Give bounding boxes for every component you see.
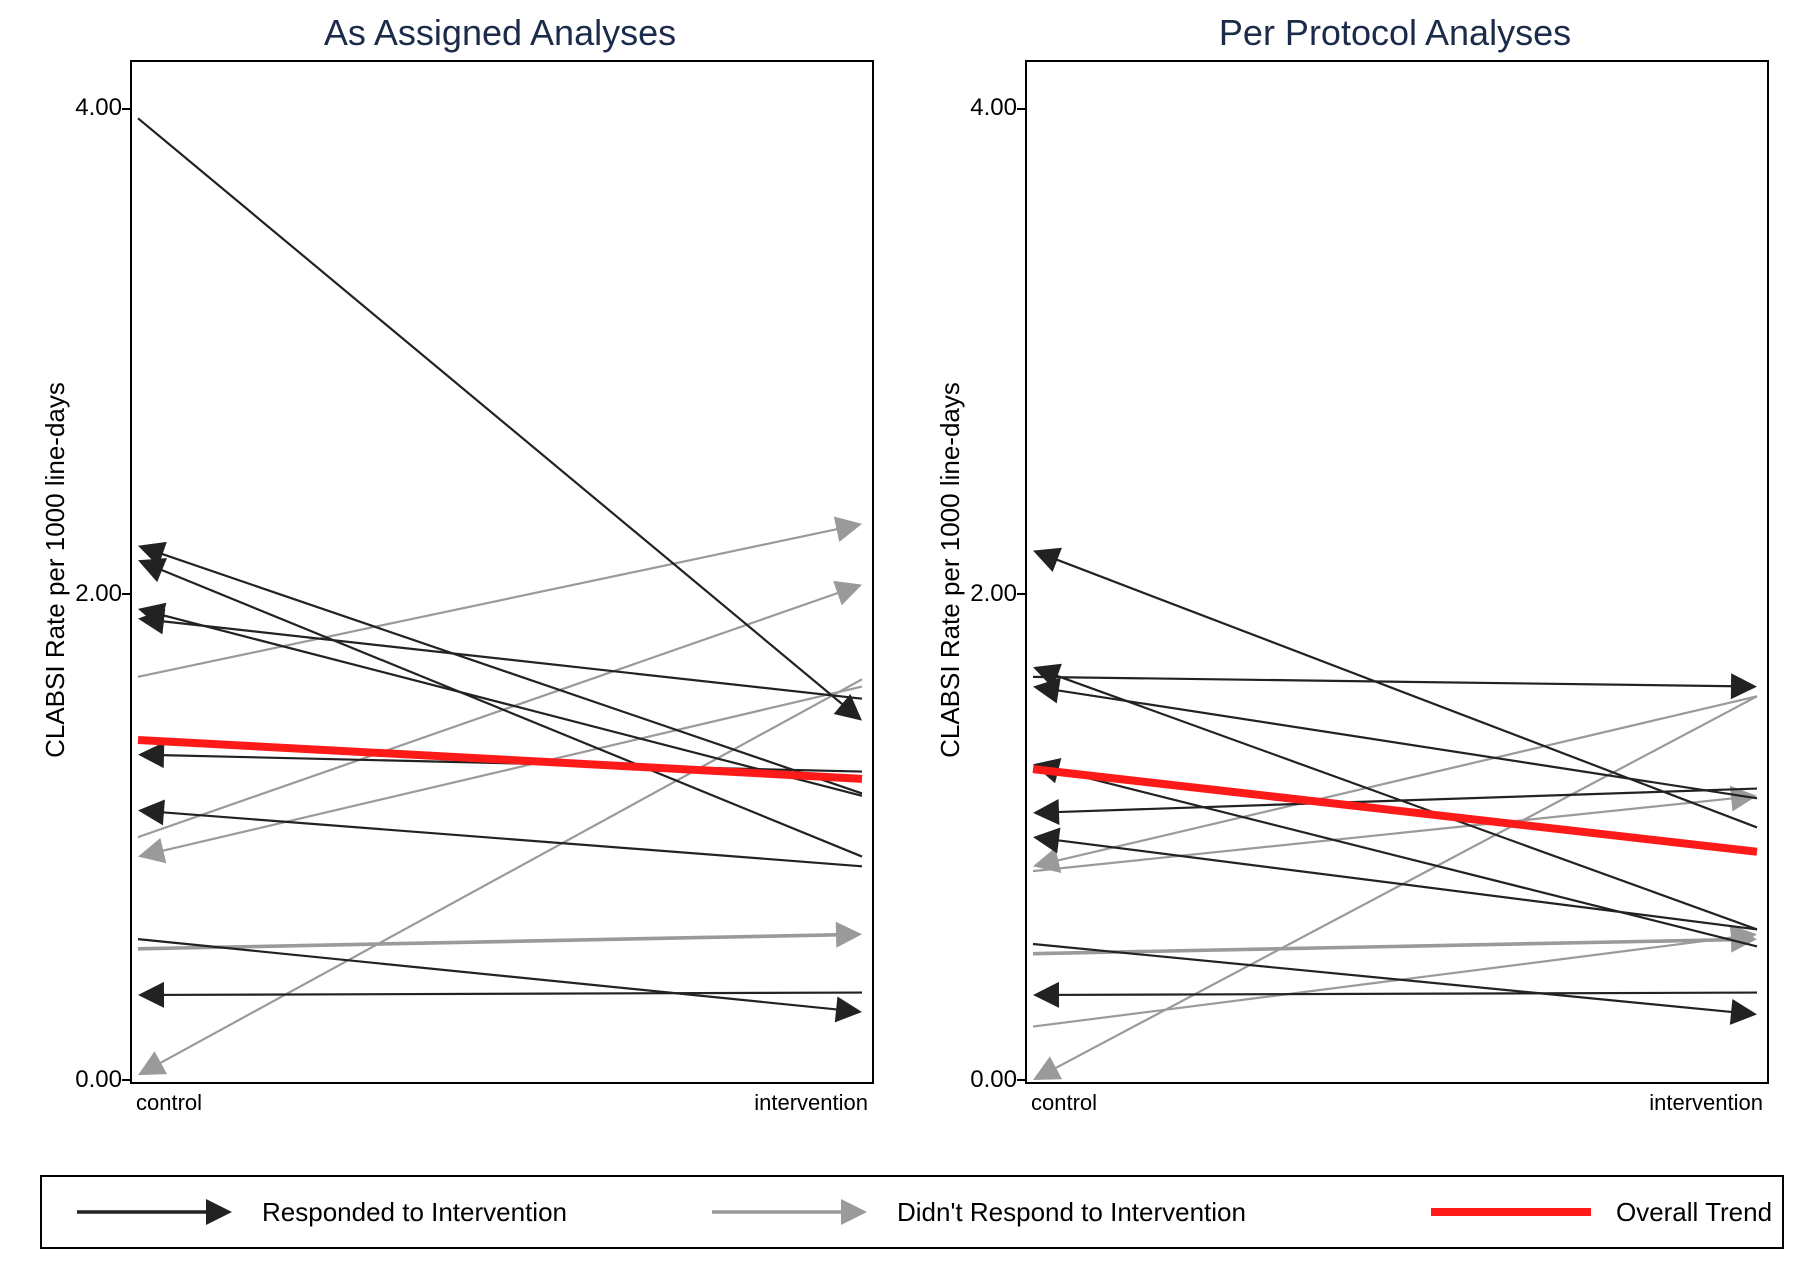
legend-arrow-icon xyxy=(72,1192,242,1232)
x-tick-label: control xyxy=(136,1090,202,1116)
x-tick-label: control xyxy=(1031,1090,1097,1116)
legend-item-trend: Overall Trend xyxy=(1426,1192,1772,1232)
legend-arrow-icon xyxy=(707,1192,877,1232)
figure-root: As Assigned Analyses CLABSI Rate per 100… xyxy=(0,0,1800,1277)
y-tick-label: 2.00 xyxy=(970,580,1017,608)
legend-label: Responded to Intervention xyxy=(262,1197,567,1228)
lines-svg-right xyxy=(0,0,1800,1277)
y-tick-mark xyxy=(1017,108,1025,110)
legend-item-responded: Responded to Intervention xyxy=(72,1192,567,1232)
y-tick-label: 0.00 xyxy=(970,1066,1017,1094)
legend-label: Didn't Respond to Intervention xyxy=(897,1197,1246,1228)
y-tick-label: 4.00 xyxy=(970,94,1017,122)
legend-item-nonresponded: Didn't Respond to Intervention xyxy=(707,1192,1246,1232)
y-tick-label: 0.00 xyxy=(75,1066,122,1094)
y-tick-mark xyxy=(122,1079,130,1081)
legend-label: Overall Trend xyxy=(1616,1197,1772,1228)
x-tick-label: intervention xyxy=(754,1090,868,1116)
x-tick-label: intervention xyxy=(1649,1090,1763,1116)
y-tick-mark xyxy=(122,593,130,595)
legend-line-icon xyxy=(1426,1192,1596,1232)
y-tick-mark xyxy=(1017,593,1025,595)
y-tick-label: 4.00 xyxy=(75,94,122,122)
y-tick-mark xyxy=(1017,1079,1025,1081)
y-tick-mark xyxy=(122,108,130,110)
legend-box: Responded to Intervention Didn't Respond… xyxy=(40,1175,1784,1249)
y-tick-label: 2.00 xyxy=(75,580,122,608)
